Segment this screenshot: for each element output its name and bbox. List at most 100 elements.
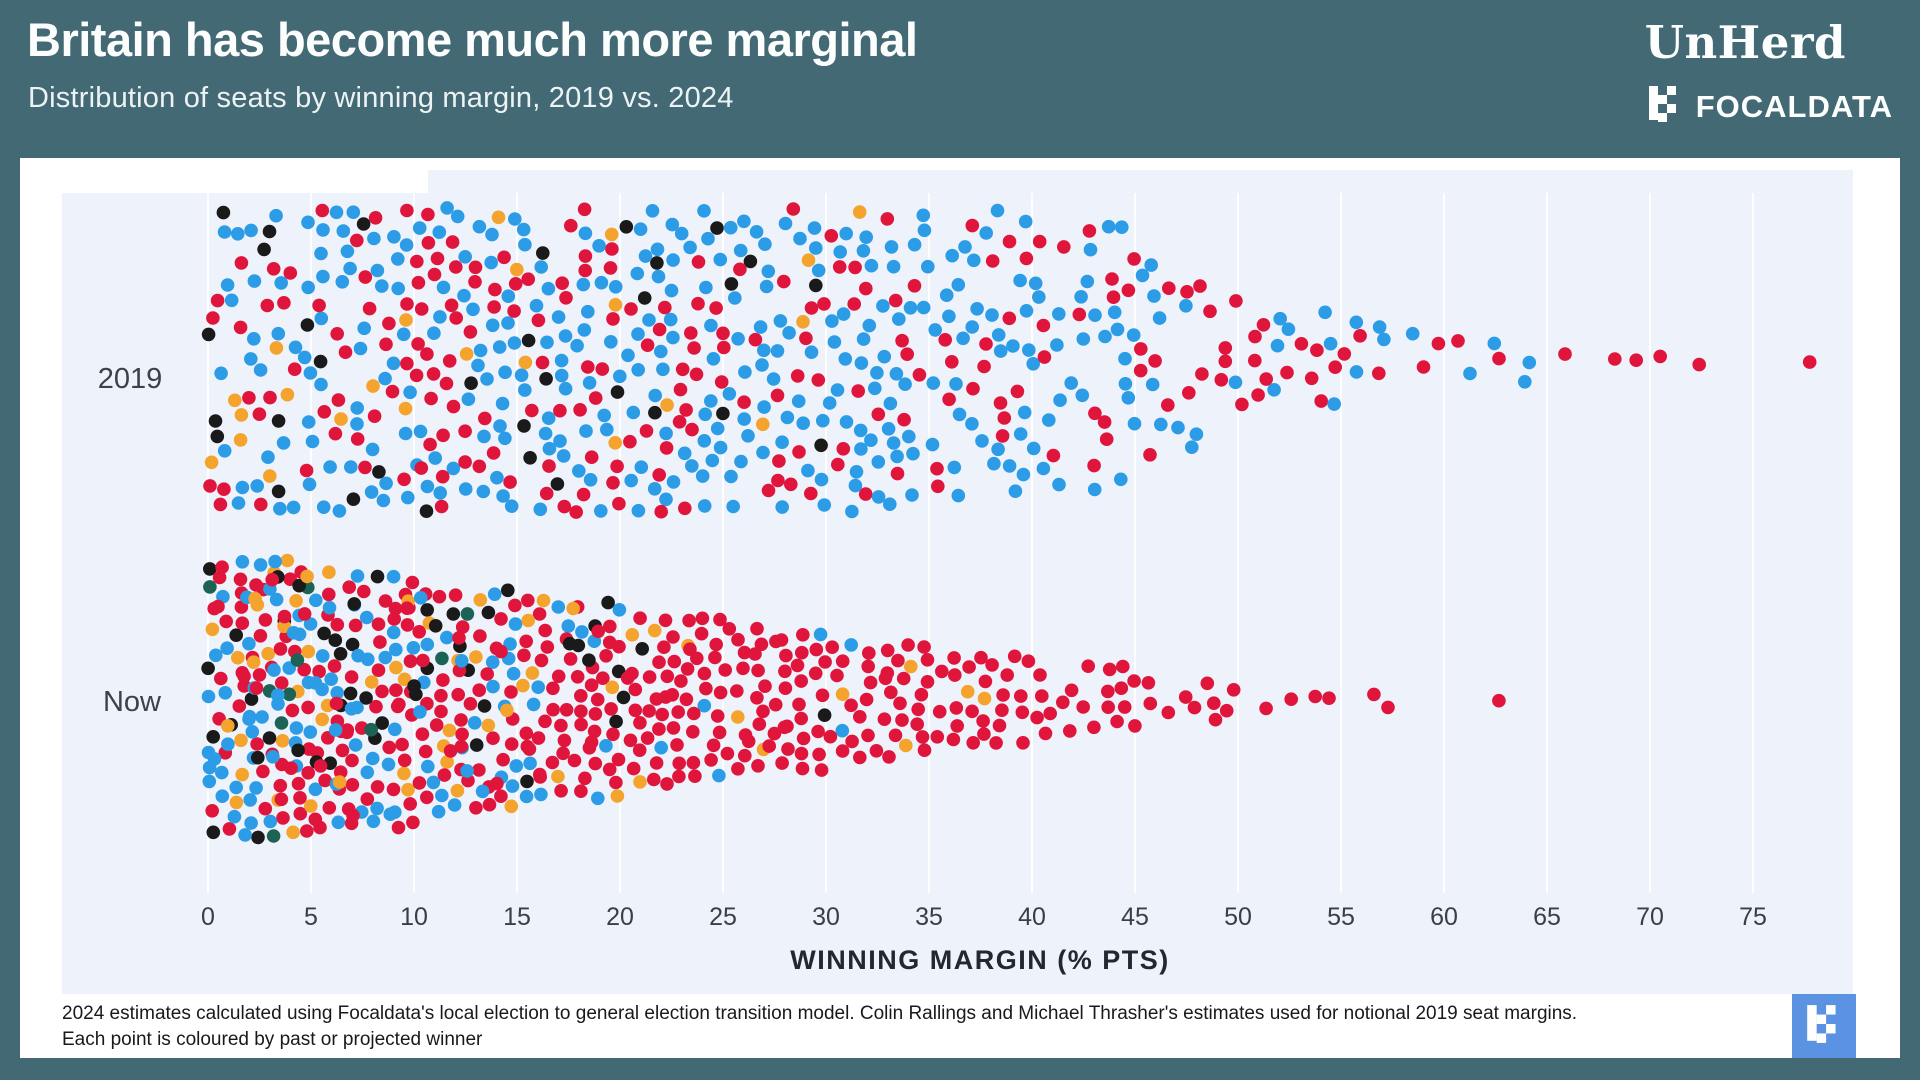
seat-dot xyxy=(652,722,666,736)
seat-dot xyxy=(411,275,426,290)
seat-dot xyxy=(807,221,822,235)
seat-dot xyxy=(812,747,826,762)
seat-dot xyxy=(945,248,959,263)
seat-dot xyxy=(411,337,425,351)
seat-dot xyxy=(508,277,523,291)
seat-dot xyxy=(1180,285,1194,299)
seat-dot xyxy=(244,692,259,706)
seat-dot xyxy=(946,732,961,747)
seat-dot xyxy=(331,393,346,407)
seat-dot xyxy=(993,344,1008,358)
seat-dot xyxy=(853,710,867,724)
seat-dot xyxy=(324,672,339,686)
seat-dot xyxy=(606,727,620,742)
seat-dot xyxy=(389,660,403,675)
seat-dot xyxy=(538,426,553,441)
seat-dot xyxy=(890,466,905,481)
seat-dot xyxy=(253,363,268,377)
seat-dot xyxy=(414,461,429,475)
seat-dot xyxy=(480,667,495,681)
seat-dot xyxy=(956,331,970,346)
seat-dot xyxy=(659,441,674,455)
seat-dot xyxy=(654,740,668,755)
seat-dot xyxy=(449,260,463,274)
seat-dot xyxy=(429,718,444,732)
seat-dot xyxy=(564,218,578,233)
seat-dot xyxy=(330,686,345,700)
seat-dot xyxy=(587,724,602,739)
seat-dot xyxy=(708,650,722,665)
seat-dot xyxy=(536,246,550,260)
seat-dot xyxy=(521,613,535,628)
seat-dot xyxy=(1308,689,1322,704)
seat-dot xyxy=(838,352,853,366)
seat-dot xyxy=(584,735,599,749)
seat-dot xyxy=(412,625,427,639)
seat-dot xyxy=(958,240,972,254)
seat-dot xyxy=(737,412,751,426)
seat-dot xyxy=(533,502,548,517)
seat-dot xyxy=(985,308,999,322)
seat-dot xyxy=(790,658,805,673)
seat-dot xyxy=(678,501,692,516)
seat-dot xyxy=(386,356,401,371)
seat-dot xyxy=(420,479,435,494)
seat-dot xyxy=(782,326,796,340)
seat-dot xyxy=(297,350,312,365)
seat-dot xyxy=(1032,290,1046,304)
seat-dot xyxy=(1802,355,1817,369)
seat-dot xyxy=(247,332,261,346)
gridline-75 xyxy=(1752,193,1754,893)
seat-dot xyxy=(284,761,298,775)
seat-dot xyxy=(915,730,930,744)
seat-dot xyxy=(1097,415,1112,429)
seat-dot xyxy=(1116,659,1130,674)
seat-dot xyxy=(616,690,631,705)
seat-dot xyxy=(364,485,379,499)
seat-dot xyxy=(421,759,435,774)
seat-dot xyxy=(303,366,318,380)
seat-dot xyxy=(869,744,884,758)
seat-dot xyxy=(313,759,328,773)
seat-dot xyxy=(496,752,510,767)
seat-dot xyxy=(884,685,898,700)
seat-dot xyxy=(322,600,337,615)
seat-dot xyxy=(1416,360,1431,374)
seat-dot xyxy=(1000,668,1014,682)
seat-dot xyxy=(724,469,738,484)
seat-dot xyxy=(447,798,462,812)
seat-dot xyxy=(916,208,931,223)
seat-dot xyxy=(386,625,401,640)
seat-dot xyxy=(473,629,487,643)
seat-dot xyxy=(574,717,588,732)
seat-dot xyxy=(485,655,500,669)
seat-dot xyxy=(1270,338,1285,353)
seat-dot xyxy=(853,423,868,438)
seat-dot xyxy=(926,376,941,390)
seat-dot xyxy=(403,797,418,811)
seat-dot xyxy=(231,650,245,665)
seat-dot xyxy=(469,801,483,815)
seat-dot xyxy=(436,280,451,295)
seat-dot xyxy=(551,600,566,614)
seat-dot xyxy=(219,614,233,629)
seat-dot xyxy=(883,396,898,411)
seat-dot xyxy=(263,390,277,405)
seat-dot xyxy=(478,411,492,426)
seat-dot xyxy=(801,463,815,478)
seat-dot xyxy=(454,713,468,727)
seat-dot xyxy=(249,578,263,592)
seat-dot xyxy=(775,756,789,770)
seat-dot xyxy=(990,203,1005,218)
seat-dot xyxy=(350,417,364,431)
seat-dot xyxy=(421,236,436,250)
seat-dot xyxy=(249,681,264,695)
seat-dot xyxy=(573,403,587,417)
seat-dot xyxy=(704,394,718,408)
seat-dot xyxy=(718,663,732,677)
seat-dot xyxy=(567,753,582,768)
seat-dot xyxy=(594,275,609,290)
x-tick-label-70: 70 xyxy=(1636,903,1664,931)
seat-dot xyxy=(370,569,385,584)
seat-dot xyxy=(315,649,330,663)
